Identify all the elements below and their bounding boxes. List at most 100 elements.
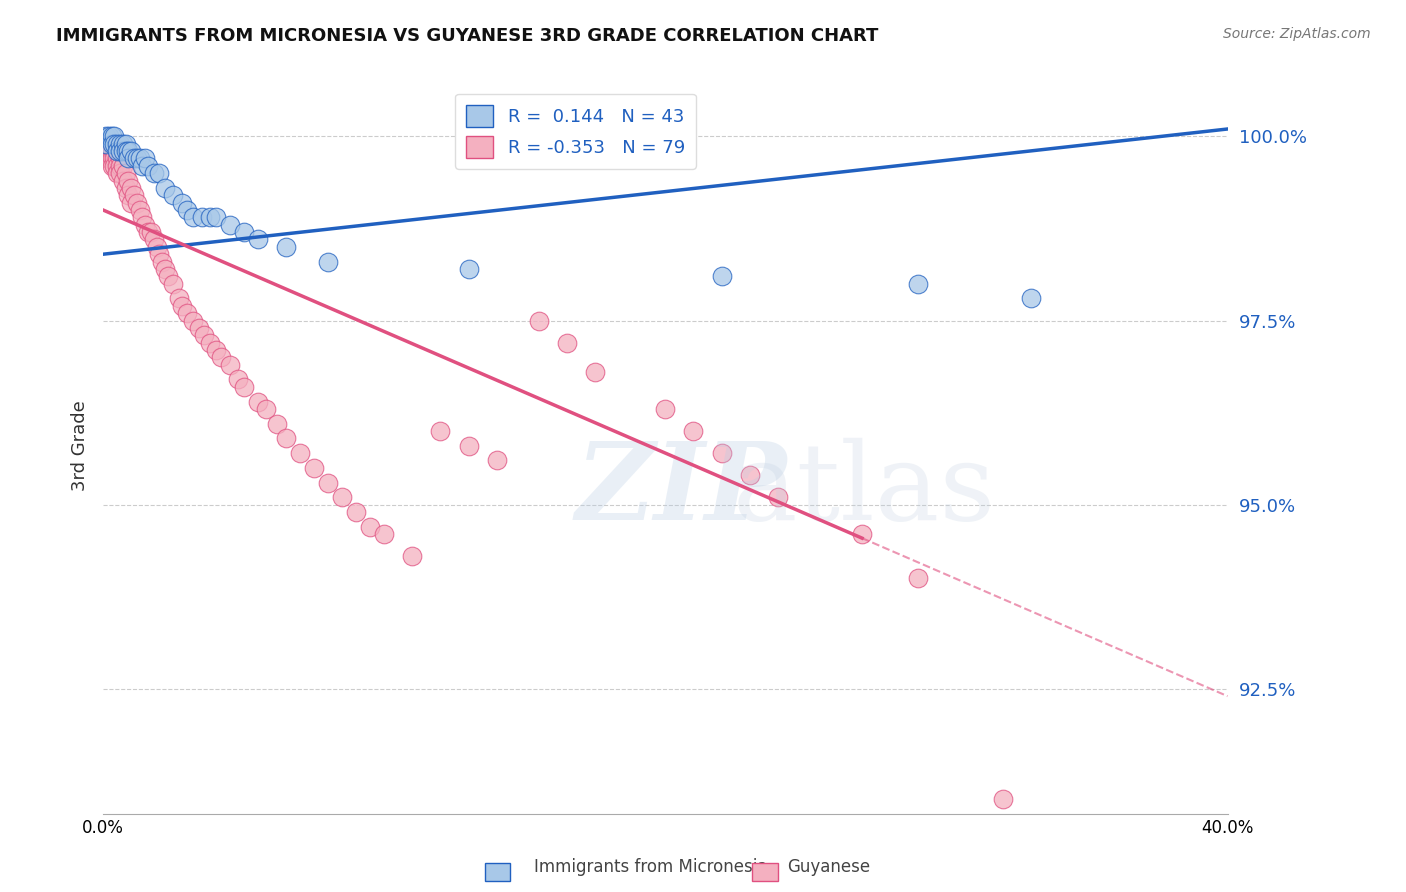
- Point: [254, 401, 277, 416]
- Point: [485, 453, 508, 467]
- Point: [100, 159, 122, 173]
- Point: [302, 460, 325, 475]
- Point: [128, 202, 150, 217]
- Point: [94, 136, 117, 151]
- Point: [1019, 292, 1042, 306]
- Point: [134, 152, 156, 166]
- Point: [209, 351, 232, 365]
- Text: IMMIGRANTS FROM MICRONESIA VS GUYANESE 3RD GRADE CORRELATION CHART: IMMIGRANTS FROM MICRONESIA VS GUYANESE 3…: [56, 27, 879, 45]
- Point: [527, 313, 550, 327]
- Point: [274, 431, 297, 445]
- Point: [139, 225, 162, 239]
- Point: [198, 211, 221, 225]
- Point: [103, 136, 125, 151]
- Point: [710, 446, 733, 460]
- Point: [94, 144, 117, 158]
- Point: [373, 527, 395, 541]
- Point: [156, 269, 179, 284]
- Point: [181, 313, 204, 327]
- Point: [117, 188, 139, 202]
- Point: [176, 306, 198, 320]
- Point: [103, 152, 125, 166]
- Point: [145, 240, 167, 254]
- Point: [103, 144, 125, 158]
- Point: [204, 211, 226, 225]
- Point: [114, 166, 136, 180]
- Point: [682, 424, 704, 438]
- Point: [142, 166, 165, 180]
- Point: [344, 505, 367, 519]
- Point: [94, 152, 117, 166]
- Point: [198, 335, 221, 350]
- Point: [162, 188, 184, 202]
- Text: Source: ZipAtlas.com: Source: ZipAtlas.com: [1223, 27, 1371, 41]
- Point: [122, 188, 145, 202]
- Point: [218, 358, 240, 372]
- Point: [851, 527, 873, 541]
- Point: [94, 129, 117, 144]
- Point: [162, 277, 184, 291]
- Point: [117, 152, 139, 166]
- Point: [246, 232, 269, 246]
- Point: [232, 225, 254, 239]
- Point: [105, 136, 128, 151]
- Point: [266, 417, 288, 431]
- Point: [108, 144, 131, 158]
- Point: [117, 144, 139, 158]
- Point: [131, 211, 153, 225]
- Point: [654, 401, 676, 416]
- Point: [136, 159, 159, 173]
- Point: [103, 129, 125, 144]
- Point: [117, 173, 139, 187]
- Point: [108, 159, 131, 173]
- Point: [232, 380, 254, 394]
- Point: [190, 211, 212, 225]
- Point: [105, 144, 128, 158]
- Point: [991, 792, 1014, 806]
- Point: [167, 292, 190, 306]
- Text: ZIP: ZIP: [575, 437, 787, 543]
- Point: [187, 321, 209, 335]
- Point: [218, 218, 240, 232]
- Text: Guyanese: Guyanese: [787, 858, 870, 876]
- Point: [94, 136, 117, 151]
- Point: [108, 166, 131, 180]
- Point: [142, 232, 165, 246]
- Point: [583, 365, 606, 379]
- Y-axis label: 3rd Grade: 3rd Grade: [72, 401, 89, 491]
- Point: [111, 173, 134, 187]
- Point: [181, 211, 204, 225]
- Point: [457, 439, 479, 453]
- Point: [97, 129, 120, 144]
- Point: [148, 247, 170, 261]
- Point: [193, 328, 215, 343]
- Point: [316, 254, 339, 268]
- Point: [153, 262, 176, 277]
- Text: Immigrants from Micronesia: Immigrants from Micronesia: [534, 858, 768, 876]
- Point: [120, 195, 142, 210]
- Point: [457, 262, 479, 277]
- Point: [125, 195, 148, 210]
- Point: [122, 152, 145, 166]
- Legend: R =  0.144   N = 43, R = -0.353   N = 79: R = 0.144 N = 43, R = -0.353 N = 79: [456, 94, 696, 169]
- Point: [738, 468, 761, 483]
- Point: [316, 475, 339, 490]
- Point: [148, 166, 170, 180]
- Point: [114, 181, 136, 195]
- Point: [246, 394, 269, 409]
- Point: [204, 343, 226, 357]
- Point: [100, 152, 122, 166]
- Point: [134, 218, 156, 232]
- Point: [103, 159, 125, 173]
- Point: [111, 159, 134, 173]
- Point: [176, 202, 198, 217]
- Point: [108, 152, 131, 166]
- Point: [710, 269, 733, 284]
- Point: [128, 152, 150, 166]
- Point: [97, 152, 120, 166]
- Point: [114, 144, 136, 158]
- Point: [401, 549, 423, 564]
- Point: [274, 240, 297, 254]
- Point: [105, 159, 128, 173]
- Point: [131, 159, 153, 173]
